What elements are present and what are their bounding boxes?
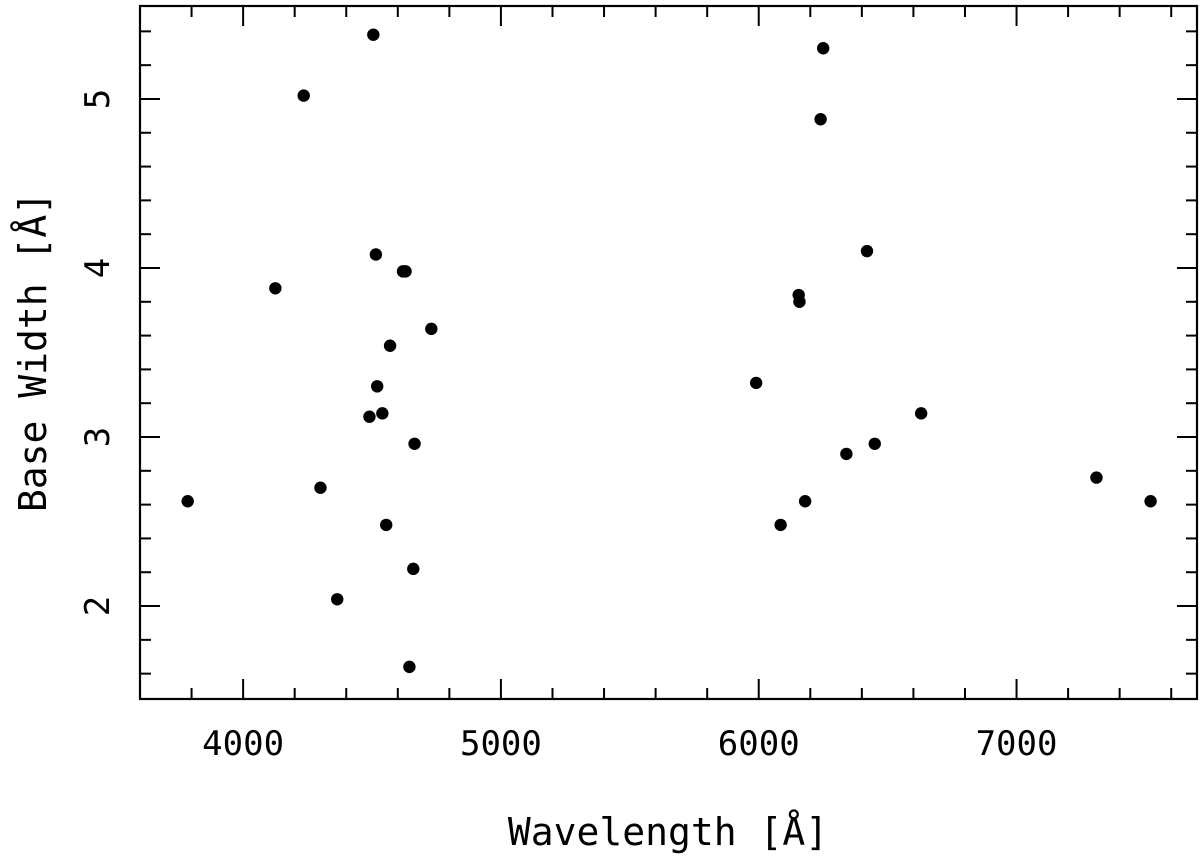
data-point xyxy=(860,244,874,258)
data-point xyxy=(408,437,421,450)
plot-frame xyxy=(138,4,1199,701)
data-point xyxy=(407,562,420,576)
data-point xyxy=(367,28,380,41)
y-tick-label: 2 xyxy=(78,596,118,616)
data-point xyxy=(749,376,763,390)
data-point xyxy=(868,437,881,450)
y-axis-label: Base Width [Å] xyxy=(11,192,55,512)
data-point xyxy=(383,339,397,352)
data-point xyxy=(331,593,344,606)
data-point xyxy=(181,495,194,508)
data-point xyxy=(816,42,830,55)
x-tick-label: 7000 xyxy=(976,724,1058,764)
data-point xyxy=(814,113,827,126)
x-axis-label: Wavelength [Å] xyxy=(508,810,828,854)
data-point xyxy=(1144,495,1157,508)
data-point xyxy=(380,518,393,532)
data-point xyxy=(399,265,412,278)
data-point xyxy=(269,282,282,295)
x-tick-label: 5000 xyxy=(460,724,542,764)
data-point xyxy=(403,660,416,674)
data-point xyxy=(314,481,327,494)
ticks-layer: 4000 5000 6000 7000 2 3 4 5 xyxy=(78,6,1197,764)
data-point xyxy=(297,89,310,102)
data-point xyxy=(840,447,853,461)
y-tick-label: 3 xyxy=(78,427,118,447)
data-point xyxy=(425,322,438,336)
y-tick-label: 5 xyxy=(78,89,118,109)
data-point xyxy=(793,295,806,308)
data-point xyxy=(774,518,787,532)
y-tick-label: 4 xyxy=(78,258,118,278)
data-point xyxy=(369,248,383,261)
data-point xyxy=(1090,471,1103,484)
data-point xyxy=(798,495,812,508)
data-point xyxy=(376,407,389,420)
data-point xyxy=(914,407,928,420)
points-layer xyxy=(181,28,1157,674)
x-tick-label: 4000 xyxy=(202,724,284,764)
data-point xyxy=(363,410,376,423)
x-tick-label: 6000 xyxy=(718,724,800,764)
data-point xyxy=(370,380,384,393)
